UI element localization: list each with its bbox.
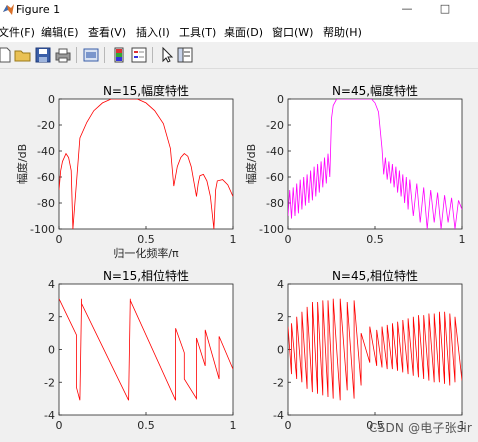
plot1-ytick-label: -20 <box>37 119 55 132</box>
plot1-ylabel: 幅度/dB <box>15 144 29 184</box>
plot3-ytick-label: -2 <box>44 376 55 389</box>
maximize-button[interactable]: □ <box>439 2 451 15</box>
plot2-xtick-label: 1 <box>459 233 466 246</box>
plot4-axes <box>287 283 463 416</box>
menu-file[interactable]: 文件(F) <box>0 26 35 39</box>
plot4-xtick-label: 0.5 <box>366 419 384 432</box>
plot3-xtick-label: 1 <box>230 419 237 432</box>
menu-tools[interactable]: 工具(T) <box>179 26 217 39</box>
menu-edit[interactable]: 编辑(E) <box>41 26 79 39</box>
plot1-ytick-label: -100 <box>30 223 55 236</box>
menu-view[interactable]: 查看(V) <box>88 26 127 39</box>
plot2-ytick-label: -100 <box>259 223 284 236</box>
plot1-xtick-label: 0.5 <box>137 233 155 246</box>
plot4-ytick-label: 4 <box>277 278 284 291</box>
plot4-ytick-label: -2 <box>273 376 284 389</box>
legend-icon[interactable] <box>130 46 148 64</box>
plot1-title: N=15,幅度特性 <box>103 83 189 98</box>
plot2-ylabel: 幅度/dB <box>244 144 258 184</box>
window-titlebar: Figure 1 — □ <box>0 0 478 20</box>
plot3-ytick-label: 0 <box>48 344 55 357</box>
csdn-watermark: CSDN @电子张sir <box>369 421 472 435</box>
plot2-ytick-label: -20 <box>266 119 284 132</box>
print-icon[interactable] <box>54 46 72 64</box>
colorbar-icon[interactable] <box>110 46 128 64</box>
plot4-series-line-1 <box>288 298 462 401</box>
menu-desktop[interactable]: 桌面(D) <box>224 26 264 39</box>
plot1-ytick-label: -40 <box>37 145 55 158</box>
plot3-xtick-label: 0.5 <box>137 419 155 432</box>
save-icon[interactable] <box>34 46 52 64</box>
plot1-xtick-label: 1 <box>230 233 237 246</box>
plot1-axes <box>58 98 234 230</box>
plot2-xtick-label: 0 <box>285 233 292 246</box>
menu-help[interactable]: 帮助(H) <box>323 26 362 39</box>
print-preview-icon[interactable] <box>82 46 100 64</box>
plot4-xtick-label: 1 <box>459 419 466 432</box>
plot2-series-line-1 <box>288 99 462 229</box>
plot3-axes <box>58 283 234 416</box>
figure-toolbar <box>0 42 478 69</box>
plot2-ytick-label: -60 <box>266 171 284 184</box>
plot3-xtick-label: 0 <box>56 419 63 432</box>
plot4-title: N=45,相位特性 <box>332 268 418 283</box>
property-editor-icon[interactable] <box>176 46 194 64</box>
plot3-series-line-1 <box>59 298 233 401</box>
plot4-xtick-label: 0 <box>285 419 292 432</box>
pointer-icon[interactable] <box>158 46 176 64</box>
plot1-ytick-label: -60 <box>37 171 55 184</box>
plot2-title: N=45,幅度特性 <box>332 83 418 98</box>
plot2-axes <box>287 98 463 230</box>
menu-bar: 文件(F) 编辑(E) 查看(V) 插入(I) 工具(T) 桌面(D) 窗口(W… <box>0 20 478 42</box>
plot3-title: N=15,相位特性 <box>103 268 189 283</box>
plot1-xtick-label: 0 <box>56 233 63 246</box>
plot1-series-line-1 <box>59 99 233 229</box>
plot2-xtick-label: 0.5 <box>366 233 384 246</box>
plot4-ytick-label: 2 <box>277 311 284 324</box>
plot3-ytick-label: 4 <box>48 278 55 291</box>
plot1-ytick-label: 0 <box>48 93 55 106</box>
window-title: Figure 1 <box>16 3 61 16</box>
plot2-ytick-label: 0 <box>277 93 284 106</box>
plot1-ytick-label: -80 <box>37 197 55 210</box>
new-figure-icon[interactable] <box>0 46 14 64</box>
matlab-app-icon <box>3 4 14 15</box>
menu-window[interactable]: 窗口(W) <box>272 26 314 39</box>
plot3-ytick-label: -4 <box>44 409 55 422</box>
minimize-button[interactable]: — <box>401 2 413 15</box>
plot1-xlabel: 归一化频率/π <box>113 246 179 260</box>
plot2-ytick-label: -80 <box>266 197 284 210</box>
plot4-ytick-label: -4 <box>273 409 284 422</box>
menu-insert[interactable]: 插入(I) <box>136 26 170 39</box>
plot2-ytick-label: -40 <box>266 145 284 158</box>
plot3-ytick-label: 2 <box>48 311 55 324</box>
plot4-ytick-label: 0 <box>277 344 284 357</box>
open-folder-icon[interactable] <box>14 46 32 64</box>
